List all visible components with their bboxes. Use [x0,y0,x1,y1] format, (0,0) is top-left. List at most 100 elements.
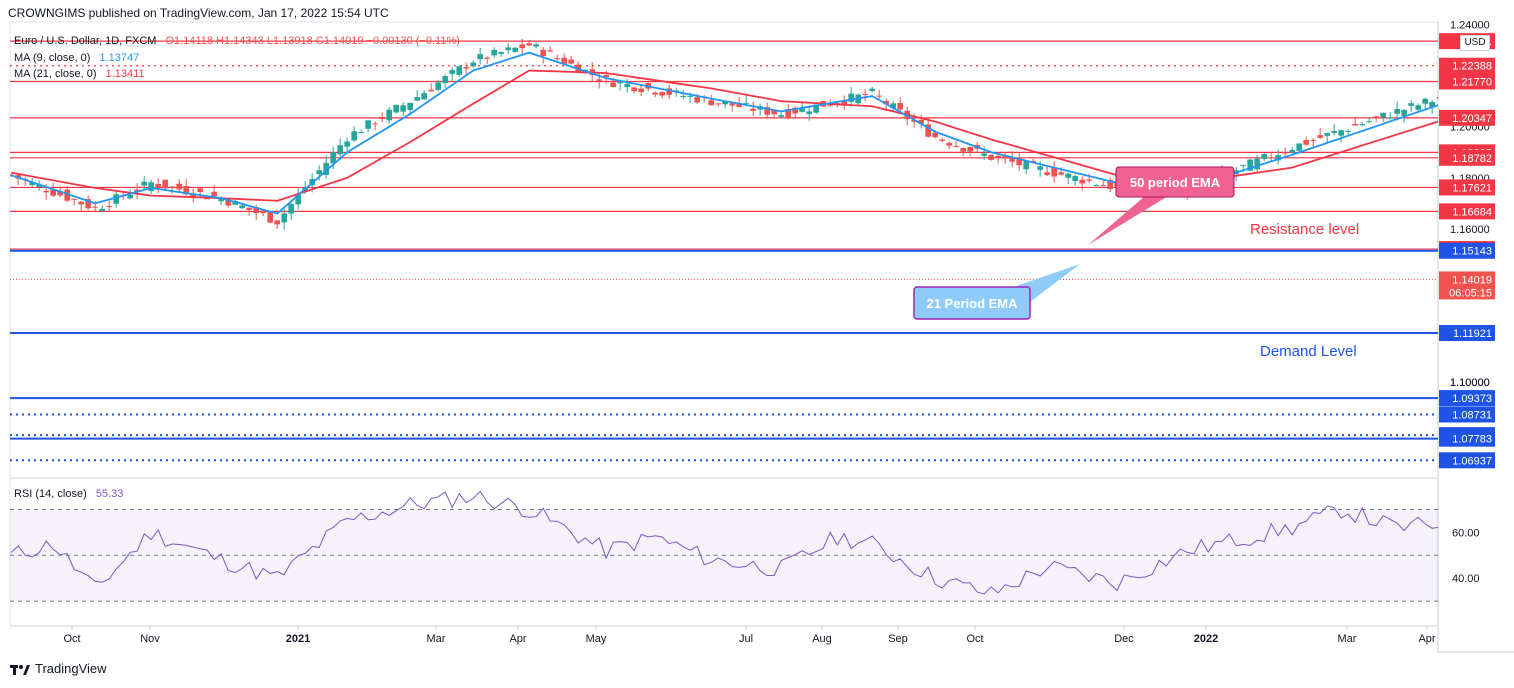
candle-body [848,93,854,102]
candle-body [862,94,868,96]
candle-body [505,47,511,51]
candle-body [253,207,259,214]
rsi-tick-label: 60.00 [1452,527,1480,539]
legend-ma21-value: 1.13411 [105,68,145,80]
level-price-labels: 1.23..1.223881.217701.203471.189951.1878… [1439,33,1495,469]
level-price-label: 1.22388 [1452,61,1492,73]
time-tick-label: May [586,633,607,645]
candle-body [225,199,231,206]
candle-body [603,74,609,78]
level-price-label: 1.09373 [1452,393,1492,405]
candle-body [1282,152,1288,154]
price-tick-label: 1.24000 [1450,20,1490,32]
time-tick-label: Dec [1114,633,1134,645]
level-price-label: 1.07783 [1452,434,1492,446]
legend-ma9-label: MA (9, close, 0) [14,52,91,64]
candle-body [407,102,413,110]
candle-body [953,146,959,148]
level-price-label-bg [1439,406,1495,423]
legend-ma21-label: MA (21, close, 0) [14,68,97,80]
candle-body [708,100,714,106]
candle-body [197,188,203,192]
tradingview-logo[interactable]: TradingView [10,661,107,676]
candle-body [1359,124,1365,126]
level-price-label-bg [1439,179,1495,196]
candle-body [477,54,483,60]
legend-rsi-value: 55.33 [95,488,124,500]
candle-body [666,88,672,95]
candle-body [169,186,175,188]
candle-body [1058,172,1064,175]
legend-rsi-row[interactable]: RSI (14, close) 55.33 [14,488,123,500]
legend-ma21-row[interactable]: MA (21, close, 0) 1.13411 [14,68,145,80]
level-price-label: 1.08731 [1452,409,1492,421]
candle-body [1247,159,1253,171]
candle-body [596,79,602,81]
candle-body [162,179,168,189]
legend-symbol: Euro / U.S. Dollar, 1D, FXCM [14,35,157,47]
candle-body [99,208,105,212]
candle-body [190,194,196,197]
candle-body [386,109,392,121]
ma21-line [11,69,1438,202]
candle-body [1429,101,1435,108]
candle-body [176,183,182,190]
candle-body [771,110,777,115]
candle-body [561,57,567,64]
candle-body [1107,180,1113,190]
candle-body [778,115,784,117]
candle-body [722,101,728,105]
candle-body [694,97,700,103]
candle-body [1002,155,1008,159]
candle-body [610,82,616,88]
candle-body [764,107,770,115]
legend-ohlc: O1.14118 H1.14343 L1.13918 C1.14019 −0.0… [165,35,460,47]
legend-ma9-row[interactable]: MA (9, close, 0) 1.13747 [14,52,139,64]
candle-body [239,205,245,209]
candle-body [1436,97,1438,99]
ma9-line [10,51,1438,215]
level-price-label: 1.20347 [1452,113,1492,125]
rsi-tick-label: 40.00 [1452,573,1480,585]
candle-body [1394,108,1400,114]
ema50-callout[interactable] [1115,166,1235,198]
time-axis-ticks[interactable]: Oct Nov 2021 Mar Apr May Jul Aug Sep Oct Dec 2022 Ma… [63,626,1436,645]
rsi-band-lines [10,508,1438,602]
candle-body [498,52,504,54]
candle-body [1345,130,1351,132]
candle-body [680,96,686,98]
candle-body [1009,158,1015,162]
candle-body [218,198,224,202]
candle-body [267,211,273,223]
candle-body [288,204,294,214]
candle-body [64,189,70,201]
level-price-label: 1.17621 [1452,182,1492,194]
candle-body [358,132,364,134]
candle-body [330,152,336,164]
level-price-label: 1.06937 [1452,455,1492,467]
candle-body [806,111,812,115]
time-tick-label: Oct [63,633,80,645]
candle-body [1044,172,1050,176]
candle-body [918,119,924,124]
annotations[interactable]: 50 period EMA 21 Period EMA Resistance lev… [913,166,1359,360]
resistance-level-label[interactable]: Resistance level [1250,221,1359,238]
candle-body [792,107,798,114]
candle-body [148,182,154,191]
candle-body [799,107,805,112]
candle-body [351,131,357,141]
candle-body [484,57,490,59]
level-price-label-bg [1439,57,1495,74]
currency-button[interactable]: USD [1460,35,1490,51]
candle-body [1499,75,1505,82]
demand-level-label[interactable]: Demand Level [1260,343,1357,360]
candle-body [43,190,49,193]
ema21-callout[interactable] [913,286,1031,320]
candle-body [715,103,721,105]
time-tick-label: Apr [509,633,526,645]
candle-body [1366,121,1372,123]
candle-body [1261,154,1267,159]
candle-body [1086,179,1092,181]
candle-body [1093,184,1099,186]
